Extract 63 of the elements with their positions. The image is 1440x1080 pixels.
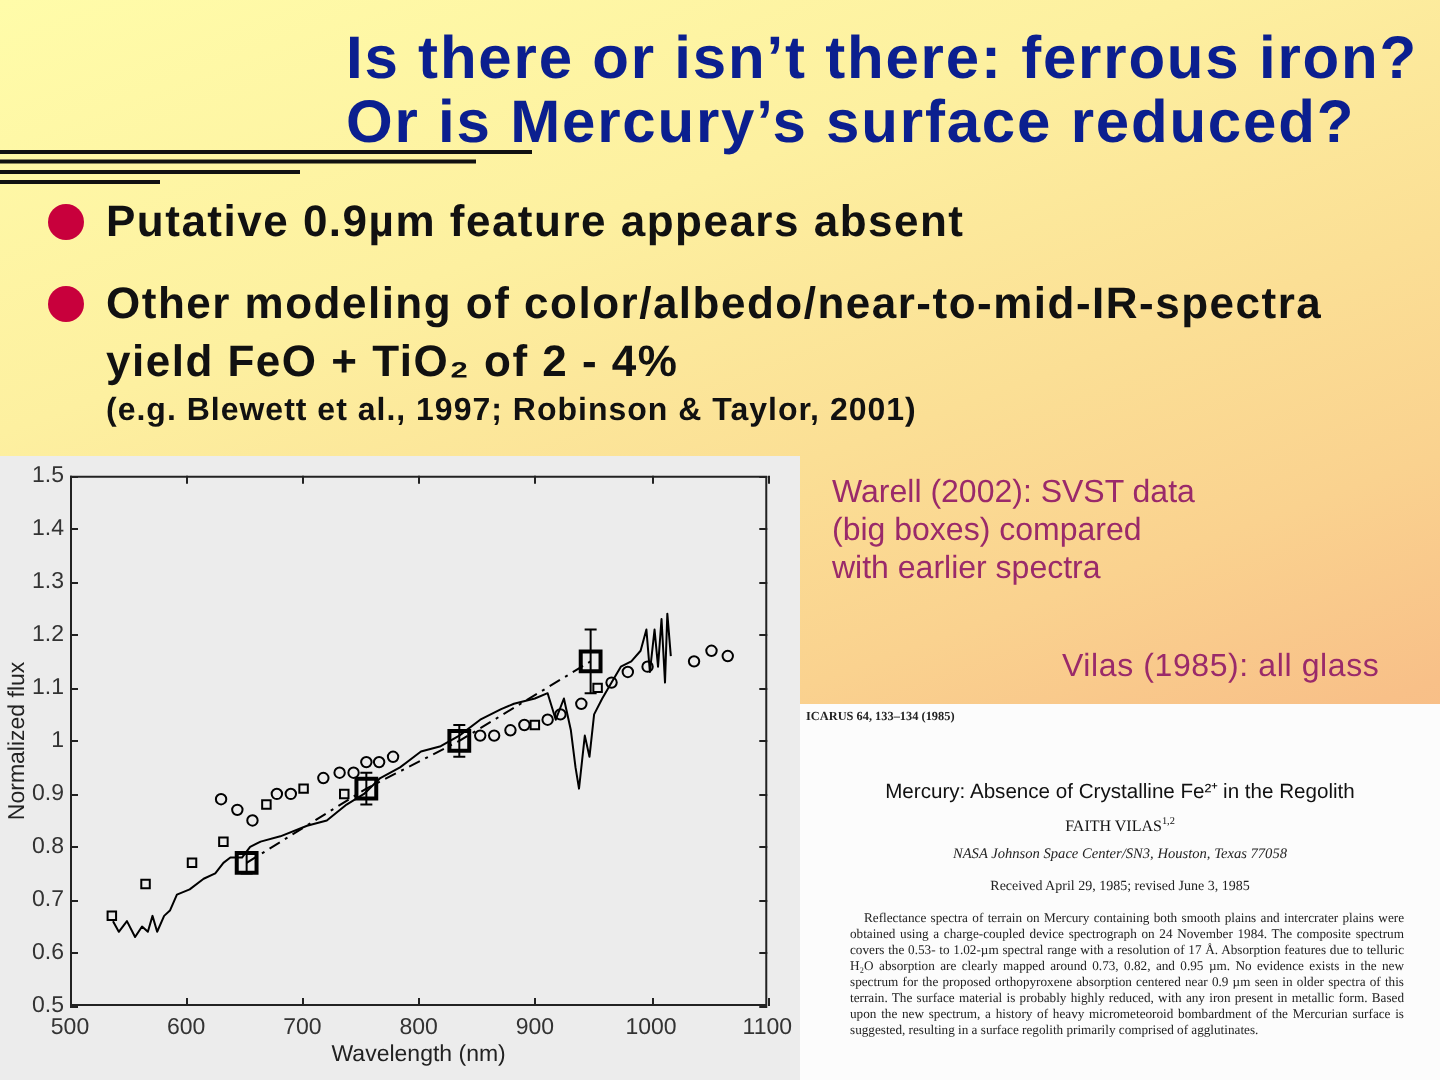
point	[541, 713, 554, 726]
y-tick-label: 1	[51, 729, 64, 754]
y-tick-label: 0.6	[32, 941, 64, 966]
point	[333, 766, 346, 779]
point	[687, 655, 701, 668]
point	[592, 682, 603, 694]
y-tick-label: 0.7	[32, 888, 64, 913]
y-tick-label: 1.4	[32, 517, 66, 542]
x-tick-label: 700	[283, 1016, 322, 1041]
point	[554, 708, 567, 721]
text: Warell (2002): SVST data (big boxes) compared with earlier spectra	[832, 474, 1197, 588]
point	[641, 660, 654, 673]
x-tick-label: 500	[50, 1016, 90, 1041]
point	[386, 750, 400, 764]
x-tick-label: 1000	[625, 1016, 677, 1041]
y-tick-label: 1.3	[32, 570, 64, 595]
point	[360, 755, 373, 769]
point	[218, 836, 229, 847]
point	[447, 729, 472, 753]
x-tick-label: 1100	[742, 1016, 792, 1041]
point	[231, 803, 244, 817]
point	[186, 857, 198, 869]
point	[270, 787, 284, 801]
point	[529, 719, 541, 731]
point	[106, 910, 118, 922]
x-tick-label: 600	[167, 1016, 206, 1041]
point	[261, 799, 272, 810]
text: Other modeling of color/albedo/near-to-mid-IR-spectra yield FeO + TiO₂ of 2 - 4%	[106, 276, 1325, 390]
y-tick-label: 0.8	[32, 835, 64, 860]
y-tick-label: 0.9	[32, 782, 64, 807]
text: (e.g. Blewett et al., 1997; Robinson & Taylor, 2001)	[106, 392, 919, 432]
point	[347, 766, 360, 779]
point	[474, 729, 487, 742]
y-tick-label: 0.5	[32, 994, 64, 1019]
chart-title: Is there or isn’t there: ferrous iron? Or is Mercury’s surface reduced?	[346, 26, 1420, 156]
point	[504, 724, 517, 737]
y-tick-label: 1.1	[32, 676, 64, 701]
y-tick-label: 1.2	[32, 623, 64, 648]
point	[317, 771, 330, 785]
point	[339, 788, 350, 800]
x-tick-label: 900	[515, 1016, 555, 1041]
point	[214, 793, 228, 806]
x-tick-label: 800	[399, 1016, 438, 1041]
point	[578, 649, 603, 674]
point	[721, 649, 734, 663]
point	[372, 755, 386, 769]
point	[284, 787, 297, 801]
y-axis-title: Normalized flux	[6, 661, 31, 821]
point	[605, 676, 618, 689]
point	[234, 850, 259, 875]
point	[621, 665, 635, 679]
point	[518, 718, 531, 732]
text: Vilas (1985): all glass	[1062, 648, 1380, 686]
point	[140, 878, 151, 890]
text: Putative 0.9µm feature appears absent	[106, 194, 965, 250]
point	[487, 729, 501, 742]
point	[246, 814, 259, 827]
point	[575, 697, 588, 710]
x-axis-title: Wavelength (nm)	[331, 1042, 507, 1067]
point	[705, 644, 718, 657]
point	[354, 776, 379, 801]
y-tick-label: 1.5	[32, 464, 64, 489]
point	[298, 783, 309, 794]
